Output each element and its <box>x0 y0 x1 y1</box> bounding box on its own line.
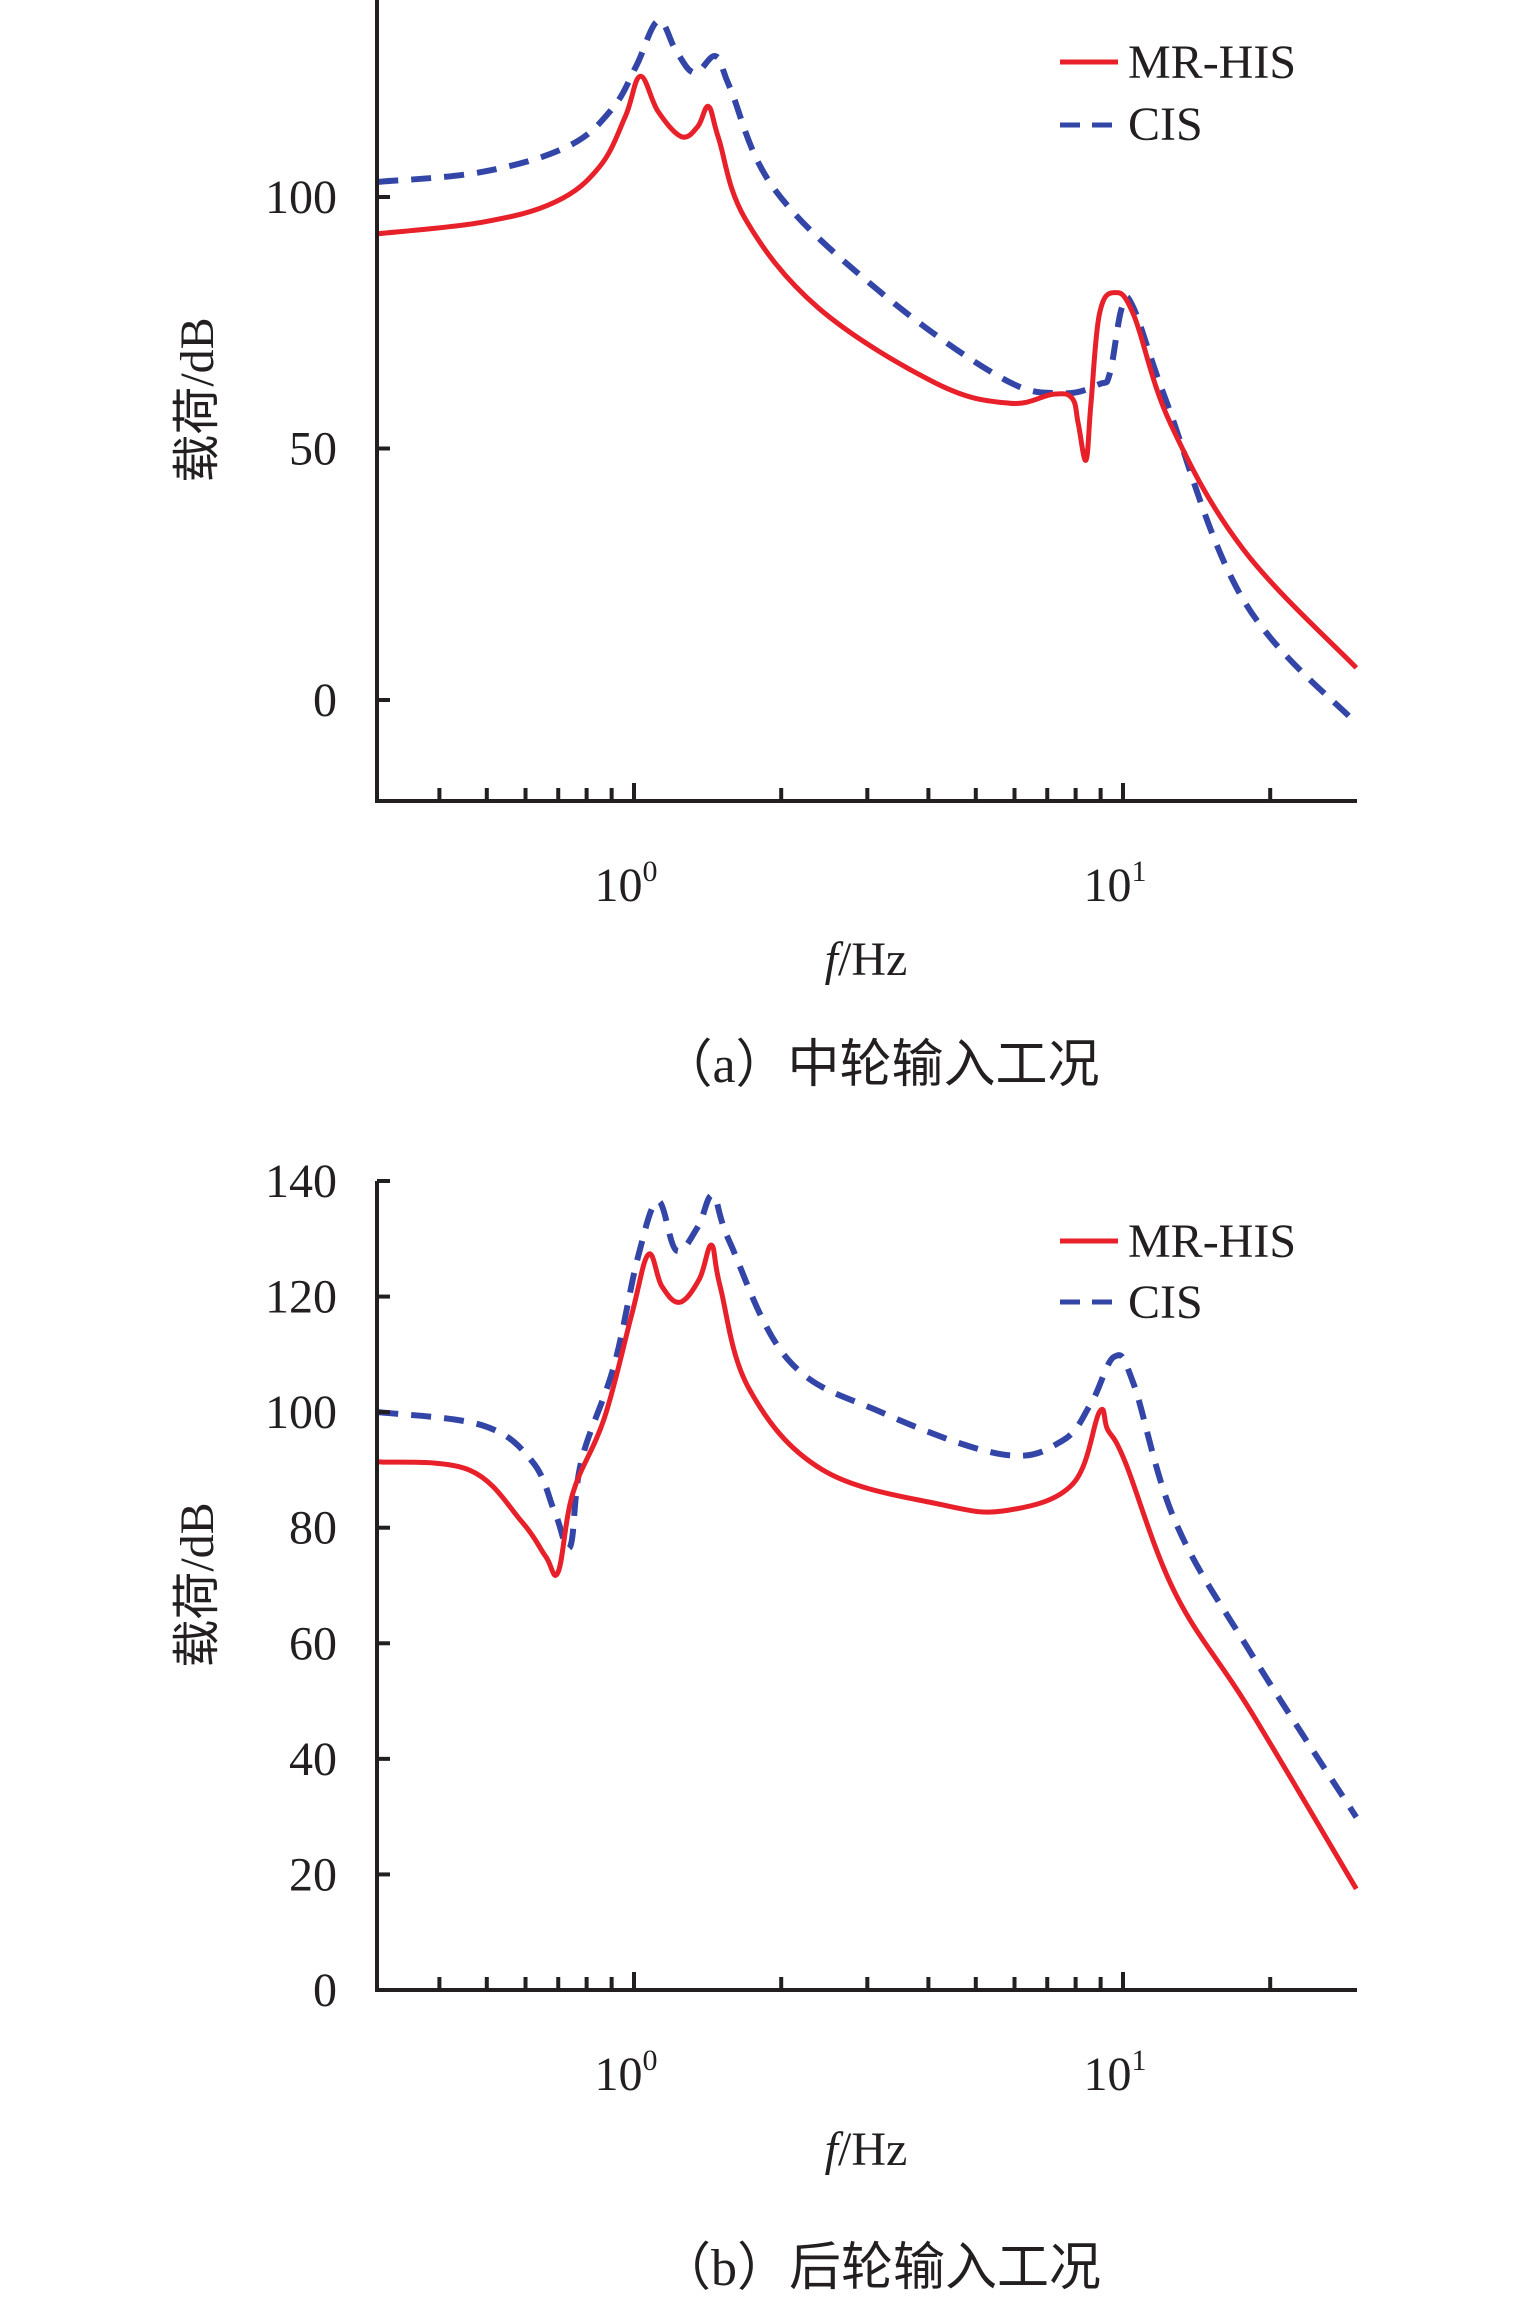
caption-b: （b）后轮输入工况 <box>659 2240 1101 2297</box>
x-tick-label: 101 <box>1084 855 1147 912</box>
x-axis-title-unit-a: /Hz <box>838 933 907 986</box>
x-tick-base: 10 <box>1084 859 1132 912</box>
y-tick-label: 120 <box>265 1271 337 1324</box>
legend-label-mr-his-b: MR-HIS <box>1128 1215 1296 1268</box>
x-tick-exponent: 1 <box>1132 855 1147 888</box>
y-tick-label: 0 <box>313 1964 337 2017</box>
y-tick-label: 50 <box>289 423 337 476</box>
y-ticks-a: 0 50 100 <box>265 171 390 727</box>
legend-label-cis-a: CIS <box>1128 98 1203 151</box>
series-line-cis-a <box>378 17 1359 726</box>
x-tick-exponent: 0 <box>643 2044 658 2077</box>
y-ticks-b: 0 20 40 60 80 100 120 140 <box>265 1155 390 2017</box>
series-line-mr-his-a <box>378 73 1359 670</box>
series-line-cis-b <box>377 1192 1359 1819</box>
x-axis-title-a: f/Hz <box>825 933 908 986</box>
series-line-mr-his-b <box>378 1242 1359 1891</box>
y-tick-label: 60 <box>289 1617 337 1670</box>
x-tick-label: 101 <box>1084 2044 1147 2101</box>
y-tick-label: 0 <box>313 674 337 727</box>
plot-area-a <box>378 17 1359 726</box>
plot-area-b <box>377 1192 1359 1891</box>
x-ticks-b: 100 101 <box>437 1972 1273 2101</box>
x-ticks-a: 100 101 <box>437 783 1273 912</box>
y-tick-label: 100 <box>265 1386 337 1439</box>
y-axis-title-b: 载荷/dB <box>171 1502 224 1667</box>
legend-label-mr-his-a: MR-HIS <box>1128 36 1296 89</box>
y-tick-label: 140 <box>265 1155 337 1208</box>
x-axis-title-b: f/Hz <box>825 2123 908 2176</box>
caption-a: （a）中轮输入工况 <box>660 1037 1099 1094</box>
y-tick-label: 20 <box>289 1848 337 1901</box>
legend-b: MR-HIS CIS <box>1060 1215 1296 1329</box>
x-tick-base: 10 <box>1084 2048 1132 2101</box>
x-tick-exponent: 0 <box>643 855 658 888</box>
legend-label-cis-b: CIS <box>1128 1276 1203 1329</box>
y-tick-label: 100 <box>265 171 337 224</box>
x-tick-base: 10 <box>595 859 643 912</box>
x-axis-title-unit-b: /Hz <box>838 2123 907 2176</box>
x-tick-exponent: 1 <box>1132 2044 1147 2077</box>
x-tick-label: 100 <box>595 2044 658 2101</box>
y-axis-title-a: 载荷/dB <box>171 317 224 482</box>
x-tick-base: 10 <box>595 2048 643 2101</box>
y-tick-label: 80 <box>289 1502 337 1555</box>
legend-a: MR-HIS CIS <box>1060 36 1296 151</box>
y-tick-label: 40 <box>289 1733 337 1786</box>
x-tick-label: 100 <box>595 855 658 912</box>
